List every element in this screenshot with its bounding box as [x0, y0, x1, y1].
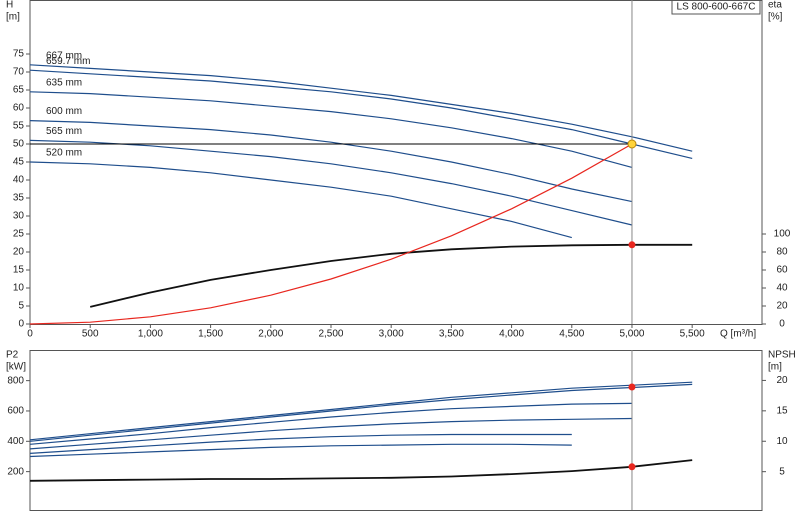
curve [89, 243, 693, 308]
curve [29, 402, 633, 445]
curve-label: 659.7 mm [46, 56, 90, 67]
y-tick-label: 0 [18, 319, 24, 330]
x-tick-label: 2,500 [318, 329, 343, 340]
y-tick-label: 25 [13, 229, 25, 240]
x-tick-label: 5,500 [680, 329, 705, 340]
curve [29, 91, 633, 168]
x-tick-label: 5,000 [619, 329, 644, 340]
duty-eta [628, 241, 636, 249]
y2-tick-label: 10 [776, 436, 788, 447]
y-tick-label: 40 [13, 175, 25, 186]
curve [29, 459, 693, 482]
curve [29, 433, 572, 454]
curve [29, 64, 693, 152]
y-tick-label: 10 [13, 283, 25, 294]
y-tick-label: 75 [13, 49, 25, 60]
y2-tick-label: 40 [776, 283, 788, 294]
y2-tick-label: 100 [774, 229, 791, 240]
curve [29, 161, 572, 239]
y2-axis-label: NPSH [768, 350, 796, 361]
x-tick-label: 4,500 [559, 329, 584, 340]
y2-axis-label: eta [768, 0, 782, 11]
curve-label: 635 mm [46, 77, 82, 88]
x-tick-label: 3,500 [439, 329, 464, 340]
y-axis-label: [kW] [6, 362, 26, 373]
curve [29, 417, 633, 450]
y2-tick-label: 5 [779, 466, 785, 477]
y-tick-label: 200 [7, 466, 24, 477]
plot-frame [29, 350, 763, 511]
y-tick-label: 5 [18, 301, 24, 312]
x-tick-label: 3,000 [379, 329, 404, 340]
y2-tick-label: 60 [776, 265, 788, 276]
y-tick-label: 35 [13, 193, 25, 204]
y-tick-label: 15 [13, 265, 25, 276]
duty-point [627, 139, 637, 149]
y-tick-label: 45 [13, 157, 25, 168]
curve-label: 667 mm [46, 50, 82, 61]
y-tick-label: 50 [13, 139, 25, 150]
curve-label: 520 mm [46, 148, 82, 159]
x-tick-label: 500 [82, 329, 99, 340]
y-tick-label: 20 [13, 247, 25, 258]
x-tick-label: 0 [27, 329, 33, 340]
curve [29, 120, 633, 203]
y-axis-label: H [6, 0, 13, 11]
curve [29, 143, 633, 325]
curve-label: 600 mm [46, 106, 82, 117]
title-box [671, 0, 761, 15]
y-tick-label: 800 [7, 375, 24, 386]
y2-axis-label: [m] [768, 362, 782, 373]
duty-npsh [628, 463, 636, 471]
x-tick-label: 1,500 [198, 329, 223, 340]
y-tick-label: 55 [13, 121, 25, 132]
y-axis-label: [m] [6, 12, 20, 23]
y2-tick-label: 20 [776, 301, 788, 312]
y-tick-label: 600 [7, 406, 24, 417]
x-tick-label: 4,000 [499, 329, 524, 340]
duty-p2 [628, 383, 636, 391]
y-tick-label: 400 [7, 436, 24, 447]
plot-frame [29, 0, 763, 325]
y-tick-label: 30 [13, 211, 25, 222]
curve [29, 69, 693, 159]
y2-axis-label: [%] [768, 12, 783, 23]
y-tick-label: 60 [13, 103, 25, 114]
y-axis-label: P2 [6, 350, 19, 361]
y2-tick-label: 0 [779, 319, 785, 330]
x-tick-label: 2,000 [258, 329, 283, 340]
curve-label: 565 mm [46, 126, 82, 137]
y2-tick-label: 15 [776, 405, 788, 416]
y2-tick-label: 80 [776, 247, 788, 258]
curve [29, 383, 693, 442]
x-axis-label: Q [m³/h] [720, 329, 756, 340]
curve [29, 443, 572, 458]
y2-tick-label: 20 [776, 375, 788, 386]
y-tick-label: 65 [13, 85, 25, 96]
curve [29, 139, 633, 226]
x-tick-label: 1,000 [138, 329, 163, 340]
curve [29, 381, 693, 441]
chart-title: LS 800-600-667C [677, 2, 756, 13]
y-tick-label: 70 [13, 67, 25, 78]
